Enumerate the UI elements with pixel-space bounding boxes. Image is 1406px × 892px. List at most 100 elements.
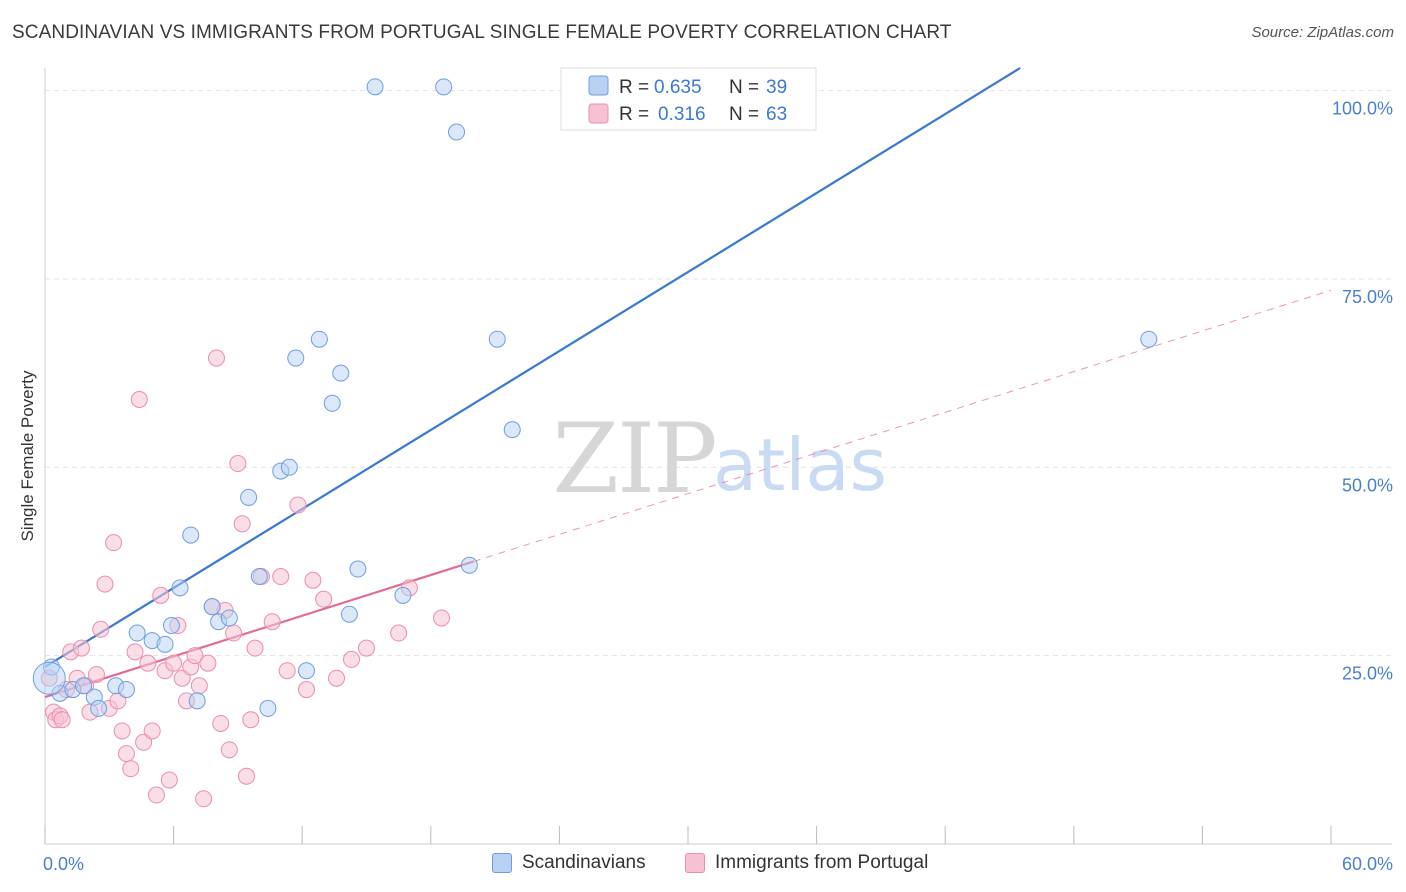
scandinavian-point — [203, 598, 221, 616]
portugal-points — [40, 349, 451, 808]
bottom-legend: Scandinavians Immigrants from Portugal — [0, 852, 1406, 878]
portugal-point — [242, 711, 260, 729]
watermark-zip: ZIP — [552, 403, 715, 515]
legend-r-value-1: 0.635 — [654, 77, 702, 98]
legend-n-label-1: N = — [729, 77, 759, 98]
legend-r-label-2: R = — [619, 104, 649, 125]
scandinavian-points — [32, 78, 1158, 717]
portugal-point — [342, 650, 360, 668]
trend-lines — [44, 67, 1332, 699]
scandinavian-point — [128, 624, 146, 642]
scandinavian-point — [220, 609, 238, 627]
scandinavian-point — [448, 123, 466, 141]
scandinavian-point — [32, 661, 66, 695]
portugal-point — [233, 515, 251, 533]
portugal-point — [246, 639, 264, 657]
legend-n-value-2: 63 — [766, 104, 787, 125]
portugal-point — [195, 790, 213, 808]
tick-labels: 25.0% 50.0% 75.0% 100.0% 0.0% 60.0% — [43, 99, 1393, 874]
portugal-point — [92, 620, 110, 638]
portugal-swatch — [685, 853, 705, 873]
portugal-point — [433, 609, 451, 627]
scandinavian-point — [156, 635, 174, 653]
portugal-point — [289, 496, 307, 514]
scandinavian-point — [287, 349, 305, 367]
scandinavian-point — [75, 677, 93, 695]
legend-label-portugal: Immigrants from Portugal — [715, 852, 929, 873]
scandinavian-point — [435, 78, 453, 96]
scandinavian-point — [340, 605, 358, 623]
scandinavian-point — [280, 458, 298, 476]
portugal-point — [117, 745, 135, 763]
y-tick-label: 50.0% — [1342, 475, 1393, 495]
portugal-point — [263, 613, 281, 631]
scandinavian-point — [297, 662, 315, 680]
portugal-point — [72, 639, 90, 657]
legend-r-value-2: 0.316 — [658, 104, 706, 125]
axes — [44, 68, 1392, 845]
legend-label-scandinavians: Scandinavians — [522, 852, 646, 873]
portugal-point — [229, 455, 247, 473]
portugal-point — [173, 669, 191, 687]
portugal-point — [96, 575, 114, 593]
scandinavian-point — [332, 364, 350, 382]
legend-item-scandinavians: Scandinavians — [492, 852, 646, 874]
portugal-point — [160, 771, 178, 789]
x-tick-label: 0.0% — [43, 854, 84, 874]
portugal-point — [190, 677, 208, 695]
scandinavian-point — [366, 78, 384, 96]
legend: R = 0.635 N = 39 R = 0.316 N = 63 — [560, 67, 817, 131]
watermark: ZIP atlas — [552, 403, 887, 515]
scandinavian-point — [90, 699, 108, 717]
portugal-point — [237, 767, 255, 785]
portugal-point — [304, 571, 322, 589]
portugal-point — [122, 760, 140, 778]
portugal-point — [297, 681, 315, 699]
scandinavian-point — [117, 681, 135, 699]
scandinavian-point — [162, 617, 180, 635]
scandinavian-point — [188, 692, 206, 710]
portugal-point — [225, 624, 243, 642]
legend-swatch-scandinavians — [588, 75, 609, 96]
portugal-point — [105, 534, 123, 552]
scandinavian-point — [394, 586, 412, 604]
portugal-point — [130, 390, 148, 408]
portugal-point — [87, 665, 105, 683]
portugal-point — [113, 722, 131, 740]
scandinavian-point — [488, 330, 506, 348]
scandinavian-point — [182, 526, 200, 544]
watermark-atlas: atlas — [713, 423, 887, 507]
portugal-point — [139, 654, 157, 672]
portugal-point — [220, 741, 238, 759]
portugal-trend-extension — [473, 289, 1332, 562]
x-tick-label: 60.0% — [1342, 854, 1393, 874]
legend-r-label-1: R = — [619, 77, 649, 98]
scandinavian-point — [250, 568, 268, 586]
portugal-point — [186, 647, 204, 665]
portugal-point — [143, 722, 161, 740]
scandinavians-swatch — [492, 853, 512, 873]
scandinavian-point — [240, 488, 258, 506]
scandinavian-trend-line — [44, 67, 1021, 668]
portugal-point — [212, 714, 230, 732]
source-label: Source: ZipAtlas.com — [1251, 24, 1394, 41]
legend-item-portugal: Immigrants from Portugal — [685, 852, 928, 874]
scandinavian-point — [171, 579, 189, 597]
portugal-point — [135, 733, 153, 751]
legend-n-value-1: 39 — [766, 77, 787, 98]
portugal-point — [165, 654, 183, 672]
legend-swatch-portugal — [588, 103, 609, 124]
scandinavian-point — [503, 421, 521, 439]
scandinavian-point — [1140, 330, 1158, 348]
y-tick-label: 75.0% — [1342, 287, 1393, 307]
portugal-point — [272, 568, 290, 586]
portugal-point — [390, 624, 408, 642]
gridlines — [45, 90, 1392, 657]
scandinavian-point — [460, 556, 478, 574]
portugal-point — [315, 590, 333, 608]
y-tick-label: 25.0% — [1342, 664, 1393, 684]
legend-n-label-2: N = — [729, 104, 759, 125]
portugal-point — [126, 643, 144, 661]
portugal-point — [147, 786, 165, 804]
